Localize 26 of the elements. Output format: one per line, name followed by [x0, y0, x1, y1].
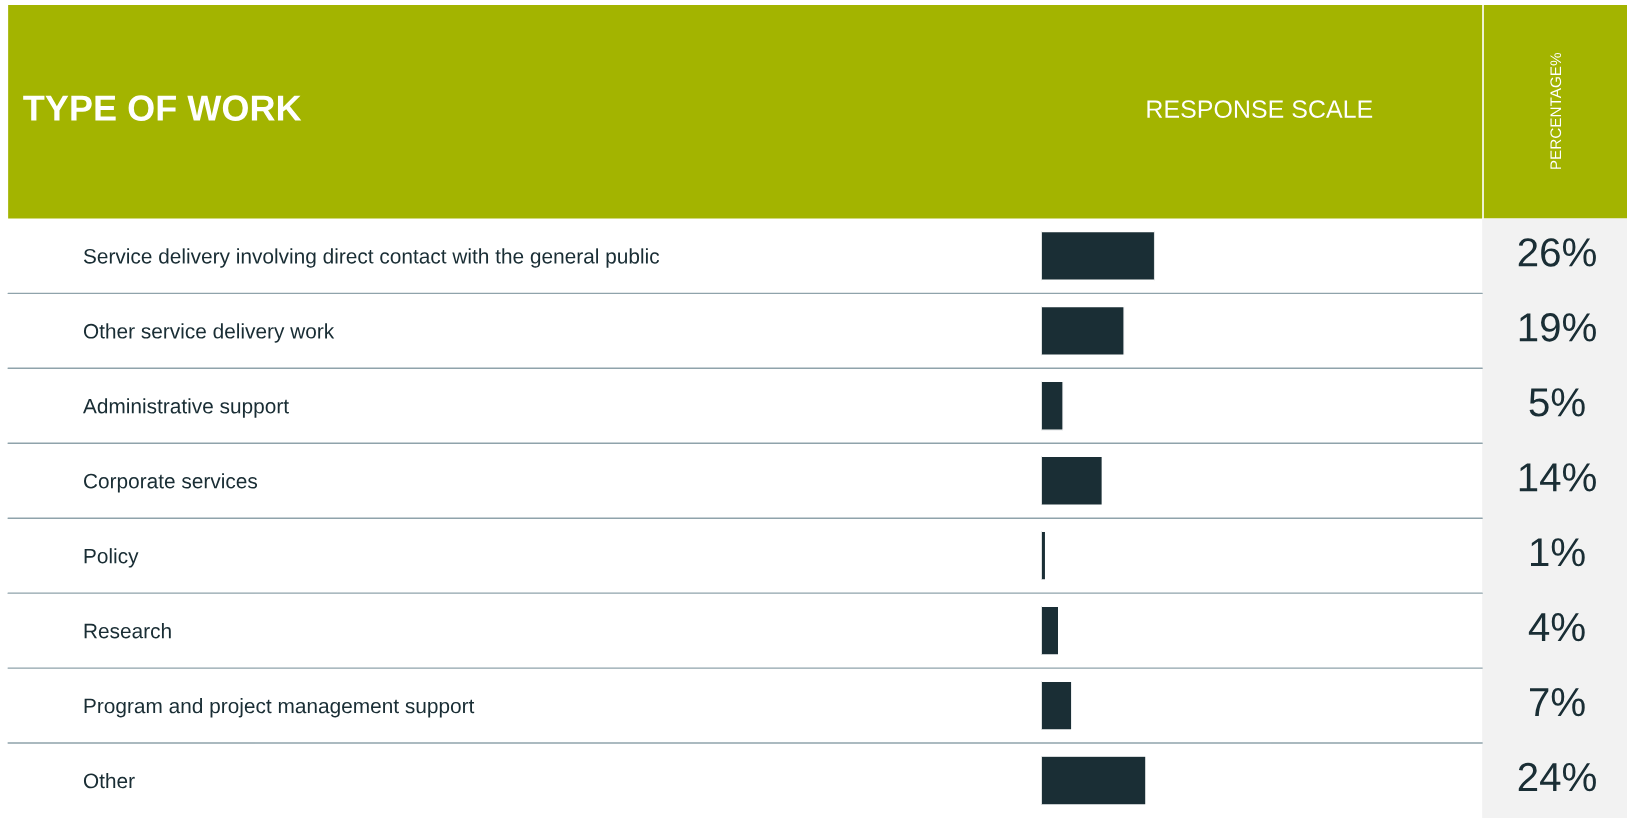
- data-label: 1%: [1531, 538, 1585, 567]
- data-label: 19%: [1519, 313, 1596, 342]
- data-label: 5%: [1529, 388, 1585, 417]
- bar: [1041, 605, 1060, 656]
- data-label: 24%: [1518, 762, 1596, 792]
- data-label: 14%: [1519, 463, 1596, 492]
- text: PERCENTAGE%: [1550, 52, 1562, 169]
- text: TYPE OF WORK: [23, 95, 302, 121]
- y-tick-label: Service delivery involving direct contact with the general public: [83, 248, 660, 268]
- bar: [1041, 380, 1064, 431]
- bar: [1041, 680, 1073, 731]
- data-label: 7%: [1530, 688, 1585, 717]
- y-tick-label: Policy: [84, 548, 139, 568]
- bar: [1041, 305, 1125, 356]
- bar: [1041, 230, 1155, 281]
- y-tick-label: Program and project management support: [84, 698, 475, 718]
- y-tick-label: Research: [84, 623, 171, 639]
- y-tick-label: Corporate services: [84, 473, 258, 493]
- x-axis-title: RESPONSE SCALE: [1147, 100, 1373, 118]
- bar: [1041, 755, 1147, 806]
- y-tick-label: Other: [83, 772, 135, 789]
- data-label: 26%: [1518, 238, 1596, 267]
- data-label: 4%: [1528, 613, 1585, 642]
- bar: [1041, 455, 1104, 506]
- y-tick-label: Administrative support: [82, 398, 289, 418]
- y-tick-label: Other service delivery work: [83, 323, 335, 343]
